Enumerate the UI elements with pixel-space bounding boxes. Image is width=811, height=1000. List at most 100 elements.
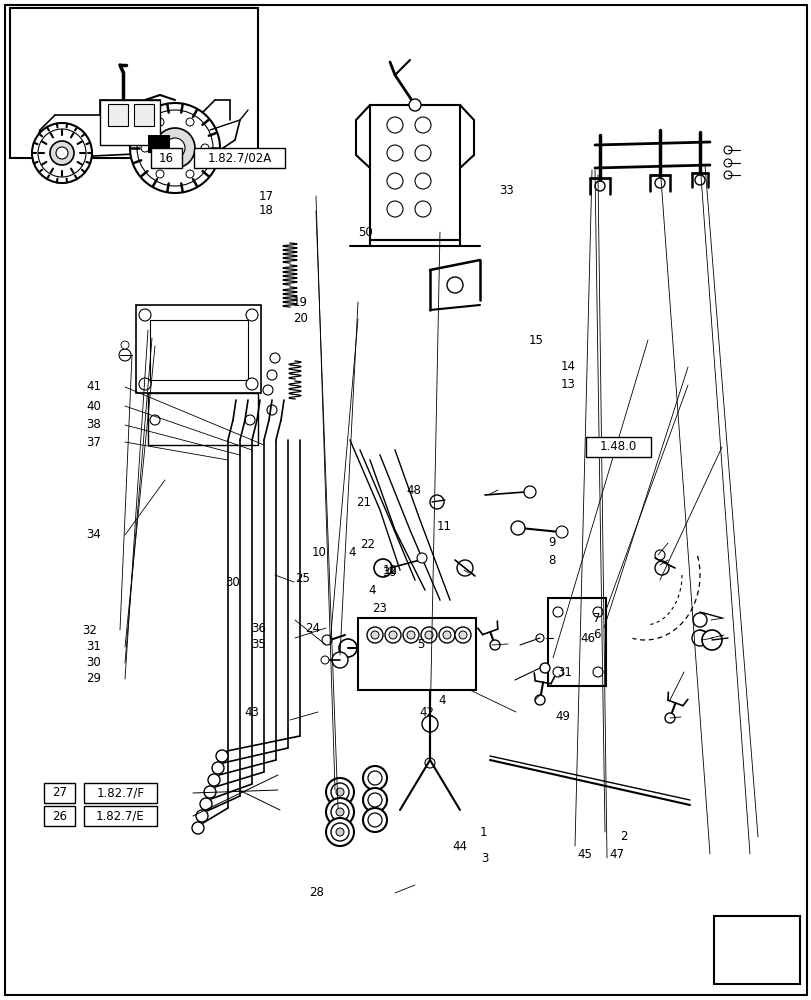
Circle shape: [331, 803, 349, 821]
Text: 1.82.7/F: 1.82.7/F: [96, 786, 144, 800]
Circle shape: [119, 349, 131, 361]
Circle shape: [384, 627, 401, 643]
Text: 46: 46: [580, 632, 594, 645]
Text: 14: 14: [560, 360, 575, 373]
Text: 41: 41: [86, 380, 101, 393]
Circle shape: [139, 309, 151, 321]
Circle shape: [539, 663, 549, 673]
Circle shape: [402, 627, 418, 643]
Polygon shape: [719, 920, 797, 980]
Circle shape: [363, 766, 387, 790]
Text: 31: 31: [556, 666, 571, 678]
Circle shape: [121, 341, 129, 349]
Text: 16: 16: [159, 151, 174, 164]
Circle shape: [367, 813, 381, 827]
Text: 9: 9: [547, 536, 556, 550]
Circle shape: [654, 561, 668, 575]
Bar: [194, 148, 285, 168]
Text: 44: 44: [452, 840, 466, 852]
Circle shape: [592, 607, 603, 617]
Text: 47: 47: [609, 848, 624, 860]
Circle shape: [130, 103, 220, 193]
Circle shape: [270, 353, 280, 363]
Circle shape: [723, 146, 731, 154]
Circle shape: [414, 173, 431, 189]
Circle shape: [424, 631, 432, 639]
Circle shape: [535, 634, 543, 642]
Circle shape: [552, 607, 562, 617]
Circle shape: [556, 526, 568, 538]
Circle shape: [212, 762, 224, 774]
Text: 28: 28: [309, 886, 324, 900]
Circle shape: [267, 370, 277, 380]
Text: 49: 49: [555, 710, 569, 724]
Circle shape: [139, 378, 151, 390]
Circle shape: [191, 822, 204, 834]
Circle shape: [186, 170, 194, 178]
Circle shape: [414, 145, 431, 161]
Text: 43: 43: [244, 706, 259, 718]
Circle shape: [374, 559, 392, 577]
Circle shape: [331, 783, 349, 801]
Circle shape: [523, 486, 535, 498]
Text: 30: 30: [86, 656, 101, 670]
Text: 12: 12: [382, 564, 397, 576]
Text: 32: 32: [82, 624, 97, 637]
Text: 10: 10: [311, 546, 326, 558]
Bar: [586, 437, 650, 457]
Text: 6: 6: [592, 629, 600, 642]
Circle shape: [457, 560, 473, 576]
Circle shape: [322, 635, 332, 645]
Text: 34: 34: [86, 528, 101, 542]
Bar: [100, 100, 160, 145]
Bar: [44, 783, 75, 803]
Text: 19: 19: [293, 296, 307, 308]
Text: 37: 37: [86, 436, 101, 448]
Bar: [370, 105, 460, 240]
Circle shape: [200, 798, 212, 810]
Circle shape: [367, 771, 381, 785]
Text: 40: 40: [86, 399, 101, 412]
Circle shape: [406, 631, 414, 639]
Bar: [148, 393, 258, 445]
Text: 29: 29: [86, 672, 101, 686]
Text: 1.82.7/02A: 1.82.7/02A: [207, 151, 272, 164]
Circle shape: [150, 415, 160, 425]
Bar: [10, 8, 258, 158]
Bar: [547, 598, 605, 686]
Circle shape: [367, 627, 383, 643]
Circle shape: [594, 181, 604, 191]
Text: 26: 26: [52, 810, 67, 822]
Circle shape: [552, 667, 562, 677]
Circle shape: [141, 144, 148, 152]
Circle shape: [267, 405, 277, 415]
Circle shape: [439, 627, 454, 643]
Text: 1.48.0: 1.48.0: [599, 440, 637, 454]
Circle shape: [363, 808, 387, 832]
Bar: [84, 783, 157, 803]
Bar: [108, 104, 128, 126]
Circle shape: [510, 521, 525, 535]
Text: 23: 23: [371, 602, 386, 615]
Circle shape: [325, 778, 354, 806]
Circle shape: [38, 129, 86, 177]
Circle shape: [195, 810, 208, 822]
Circle shape: [654, 550, 664, 560]
Text: 1.82.7/E: 1.82.7/E: [96, 810, 144, 822]
Circle shape: [367, 793, 381, 807]
Circle shape: [443, 631, 450, 639]
Circle shape: [371, 631, 379, 639]
Circle shape: [201, 144, 208, 152]
Circle shape: [430, 495, 444, 509]
Circle shape: [387, 201, 402, 217]
Text: 33: 33: [499, 184, 513, 198]
Circle shape: [387, 117, 402, 133]
Bar: [84, 806, 157, 826]
Circle shape: [414, 201, 431, 217]
Circle shape: [534, 695, 544, 705]
Text: 3: 3: [480, 852, 488, 864]
Circle shape: [414, 117, 431, 133]
Circle shape: [691, 630, 707, 646]
Text: 39: 39: [382, 566, 397, 580]
Circle shape: [338, 639, 357, 657]
